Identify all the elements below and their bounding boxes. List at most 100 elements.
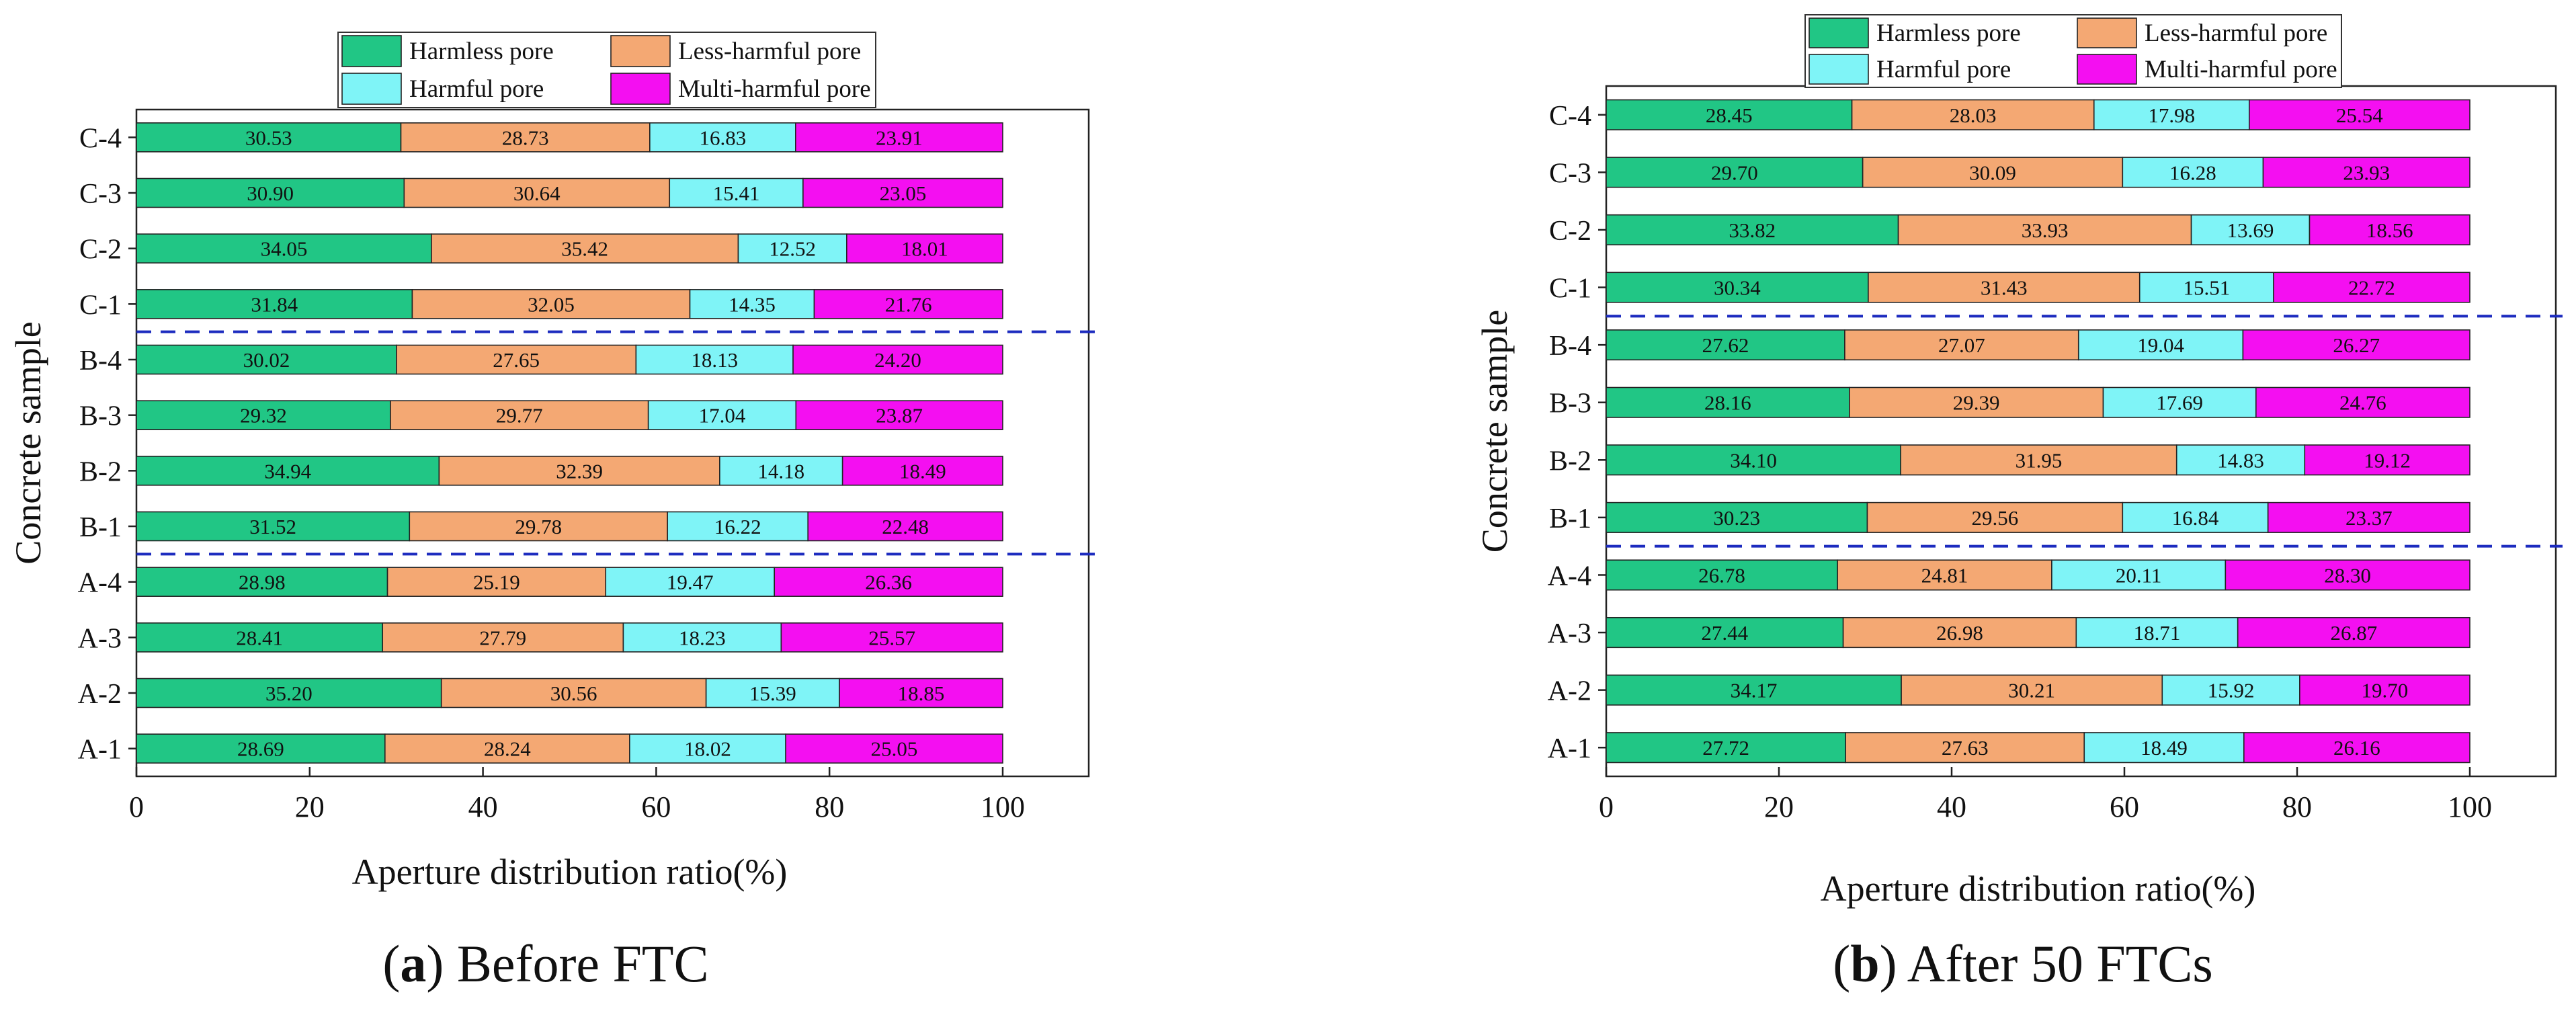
bar-segment [780, 622, 1003, 653]
data-label: 18.49 [899, 459, 946, 483]
legend-label: Multi-harmful pore [678, 75, 871, 103]
bar-segment [2122, 501, 2269, 533]
data-label: 12.52 [769, 237, 816, 261]
bar-segment [390, 400, 649, 430]
data-label: 28.41 [236, 626, 283, 649]
data-label: 29.39 [1953, 391, 2000, 415]
data-label: 34.94 [264, 459, 311, 483]
legend-label: Less-harmful pore [678, 38, 861, 65]
bar-segment [2175, 444, 2306, 476]
bar-segment [136, 456, 440, 486]
data-label: 20.11 [2116, 563, 2162, 587]
bar-segment [136, 567, 388, 597]
bar-segment [400, 122, 651, 153]
x-tick-label: 40 [468, 790, 498, 823]
y-tick-label: B-1 [79, 512, 122, 543]
data-label: 28.98 [239, 571, 286, 594]
bar-segment [1844, 329, 2079, 361]
bar-segment [2138, 272, 2274, 303]
data-label: 19.04 [2137, 333, 2184, 357]
y-axis-title: Concrete sample [1474, 310, 1515, 553]
legend-swatch [1809, 54, 1869, 85]
y-tick-label: A-4 [1548, 561, 1591, 592]
y-tick-label: A-1 [1548, 733, 1591, 764]
bar-segment [431, 233, 739, 263]
bar-segment [2083, 732, 2245, 764]
data-label: 27.79 [479, 626, 526, 649]
y-tick-label: C-4 [1549, 101, 1591, 132]
plot-frame [135, 108, 1090, 778]
data-label: 31.43 [1981, 276, 2028, 300]
legend: Harmless pore Less-harmful pore Harmful po… [337, 32, 876, 108]
data-label: 31.84 [251, 292, 298, 316]
bar-segment [396, 344, 637, 375]
data-label: 25.05 [871, 737, 918, 761]
data-label: 26.78 [1698, 563, 1745, 587]
bar-segment [1606, 386, 1850, 418]
x-tick-label: 20 [295, 790, 325, 823]
data-label: 29.78 [515, 515, 562, 538]
bar-segment [1868, 272, 2141, 303]
data-label: 18.13 [691, 348, 738, 372]
legend-label: Less-harmful pore [2145, 19, 2327, 47]
data-label: 15.41 [713, 181, 760, 205]
data-label: 24.81 [1921, 563, 1968, 587]
bar-segment [411, 289, 691, 319]
data-label: 30.53 [245, 126, 292, 149]
data-label: 30.21 [2008, 679, 2055, 702]
data-label: 18.49 [2141, 736, 2188, 760]
data-label: 21.76 [885, 292, 932, 316]
x-tick-label: 0 [1599, 790, 1614, 823]
data-label: 15.51 [2184, 276, 2231, 300]
data-label: 30.64 [513, 181, 560, 205]
data-label: 19.70 [2362, 679, 2409, 702]
x-tick-label: 60 [2110, 790, 2139, 823]
data-label: 18.56 [2366, 218, 2413, 242]
bar-segment [1606, 157, 1864, 188]
data-label: 18.01 [901, 237, 948, 261]
bar-segment [409, 511, 668, 542]
bar-segment [1845, 732, 2085, 764]
bar-segment [438, 456, 720, 486]
legend: Harmless pore Less-harmful pore Harmful po… [1804, 14, 2342, 88]
data-label: 27.72 [1702, 736, 1749, 760]
data-label: 31.95 [2016, 448, 2063, 472]
bar-segment [605, 567, 776, 597]
data-label: 16.84 [2172, 506, 2219, 530]
data-label: 25.19 [473, 571, 520, 594]
y-axis-title: Concrete sample [8, 321, 48, 564]
data-label: 18.23 [679, 626, 726, 649]
bar-segment [2304, 444, 2470, 476]
data-label: 28.16 [1704, 391, 1751, 415]
bar-segment [1606, 444, 1901, 476]
data-label: 35.20 [265, 682, 313, 705]
bar-segment [1606, 214, 1899, 246]
data-label: 26.16 [2333, 736, 2380, 760]
bar-segment [846, 233, 1003, 263]
x-tick-label: 80 [2282, 790, 2312, 823]
y-tick-label: B-3 [1549, 389, 1591, 419]
bar-segment [136, 289, 413, 319]
data-label: 26.98 [1936, 621, 1983, 645]
bar-segment [2242, 329, 2470, 361]
data-label: 28.24 [484, 737, 531, 761]
y-tick-label: A-4 [78, 568, 122, 599]
bar-segment [440, 678, 707, 708]
bar-segment [2077, 329, 2244, 361]
bar-segment [403, 177, 671, 208]
bar-segment [2122, 157, 2264, 188]
data-label: 24.76 [2339, 391, 2386, 415]
x-tick-label: 20 [1764, 790, 1794, 823]
data-label: 16.22 [714, 515, 761, 538]
bar-segment [136, 400, 391, 430]
data-label: 29.32 [240, 404, 287, 427]
bar-segment [2093, 99, 2250, 130]
data-label: 26.87 [2330, 621, 2377, 645]
legend-box [337, 32, 876, 108]
bar-segment [136, 344, 397, 375]
legend-box [1804, 14, 2342, 88]
figure-caption: (b) After 50 FTCs [1833, 934, 2213, 993]
data-label: 19.12 [2364, 448, 2411, 472]
legend-label: Harmful pore [409, 75, 544, 103]
bar-segment [1866, 501, 2124, 533]
